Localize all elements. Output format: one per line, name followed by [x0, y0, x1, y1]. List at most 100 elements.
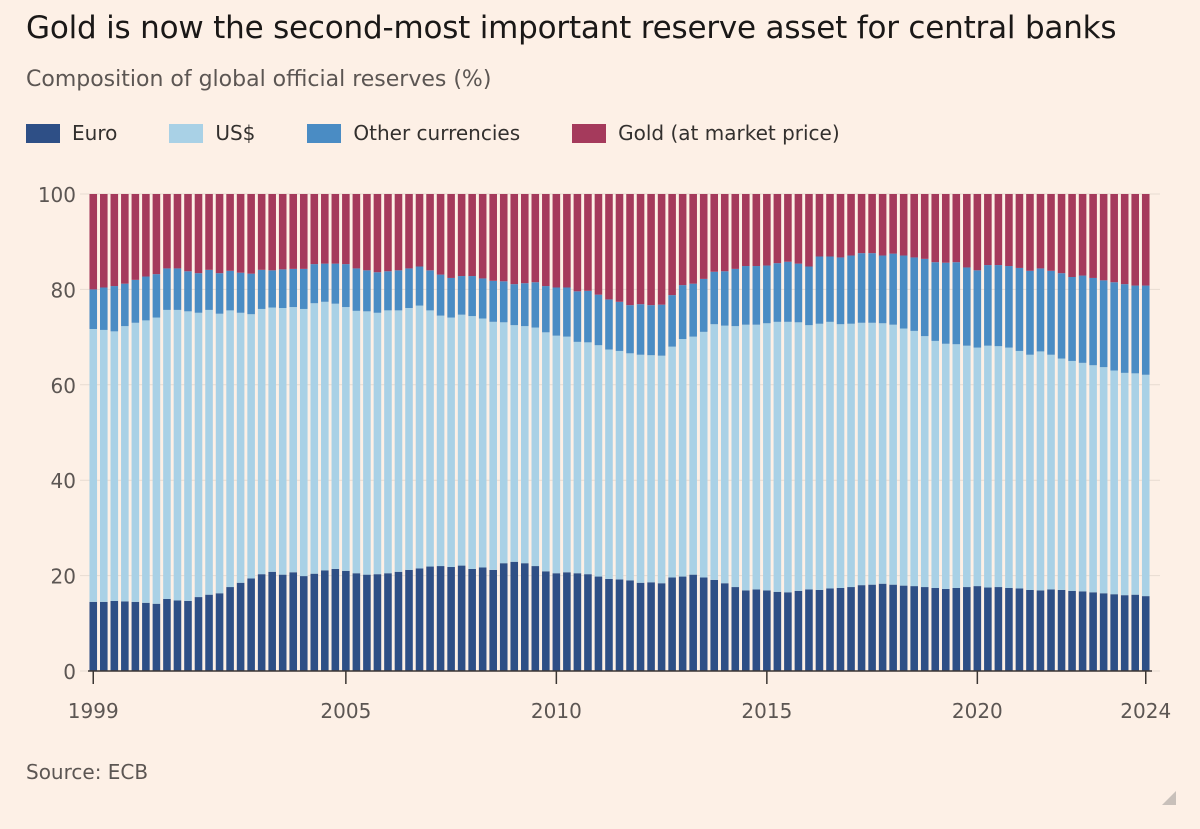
- bar-segment-gold: [131, 194, 140, 280]
- y-tick-label: 80: [51, 278, 76, 302]
- bar-segment-other: [205, 269, 213, 310]
- bar-segment-gold: [584, 194, 592, 291]
- bar-segment-other: [100, 287, 108, 330]
- bar-segment-euro: [363, 574, 371, 671]
- bar-segment-euro: [1068, 590, 1076, 671]
- bar-segment-us: [973, 347, 982, 587]
- bar-segment-us: [352, 310, 361, 574]
- bar-segment-us: [405, 308, 413, 570]
- bar-segment-euro: [405, 569, 413, 671]
- bar-segment-other: [510, 284, 519, 326]
- bar-segment-us: [184, 311, 192, 601]
- bar-segment-us: [531, 327, 540, 567]
- bar-segment-us: [710, 324, 719, 580]
- bar-segment-us: [510, 325, 519, 562]
- bar-segment-us: [636, 354, 645, 583]
- bar-segment-gold: [899, 194, 908, 256]
- bar-segment-gold: [184, 194, 192, 272]
- bar-segment-us: [394, 310, 403, 572]
- bar-segment-other: [215, 273, 224, 314]
- bar-segment-us: [773, 321, 782, 592]
- bar-segment-gold: [226, 194, 234, 271]
- bar-segment-gold: [321, 194, 329, 264]
- bar-segment-gold: [142, 194, 150, 277]
- bar-segment-gold: [542, 194, 550, 287]
- bar-segment-us: [794, 322, 803, 591]
- bar-segment-euro: [531, 566, 540, 671]
- bar-segment-us: [1005, 347, 1013, 588]
- bar-segment-us: [310, 303, 319, 574]
- bar-segment-gold: [194, 194, 203, 274]
- bar-segment-other: [805, 266, 813, 326]
- bar-segment-us: [615, 350, 624, 580]
- bar-segment-other: [1120, 284, 1129, 373]
- bar-segment-gold: [1047, 194, 1055, 271]
- bar-segment-euro: [468, 568, 476, 671]
- bar-segment-us: [89, 328, 98, 602]
- bar-segment-us: [331, 303, 340, 569]
- bar-segment-euro: [289, 572, 298, 671]
- bar-segment-euro: [784, 592, 792, 671]
- bar-segment-us: [963, 345, 971, 588]
- bar-segment-us: [784, 321, 792, 593]
- bar-segment-euro: [1078, 591, 1087, 671]
- bar-segment-gold: [121, 194, 129, 284]
- bar-segment-gold: [331, 194, 340, 264]
- bar-segment-us: [436, 315, 445, 567]
- bar-segment-gold: [552, 194, 561, 288]
- bar-segment-us: [1057, 358, 1066, 590]
- bar-segment-euro: [931, 588, 940, 671]
- bar-segment-euro: [647, 582, 655, 671]
- bar-segment-euro: [636, 582, 645, 671]
- bar-segment-us: [373, 312, 382, 575]
- bar-segment-gold: [763, 194, 771, 266]
- bar-segment-gold: [910, 194, 918, 258]
- bar-segment-other: [257, 269, 266, 309]
- bar-segment-euro: [1026, 589, 1034, 671]
- bar-segment-other: [457, 276, 466, 315]
- bar-segment-other: [647, 305, 655, 356]
- bar-segment-euro: [384, 573, 392, 671]
- bar-segment-us: [889, 324, 897, 585]
- bar-segment-us: [952, 344, 961, 588]
- bar-segment-gold: [636, 194, 645, 305]
- bar-segment-us: [299, 308, 308, 577]
- bar-segment-other: [594, 294, 603, 346]
- bar-segment-other: [226, 270, 234, 311]
- bar-segment-other: [1047, 270, 1055, 355]
- bar-segment-euro: [963, 587, 971, 671]
- bar-segment-other: [1089, 277, 1097, 366]
- bar-segment-us: [363, 311, 371, 575]
- bar-segment-other: [321, 263, 329, 302]
- bar-segment-other: [878, 255, 887, 324]
- bar-segment-us: [1110, 370, 1118, 595]
- bar-segment-euro: [1005, 588, 1013, 671]
- bar-segment-gold: [615, 194, 624, 302]
- resize-handle-icon: [1162, 791, 1176, 805]
- bar-segment-other: [1141, 285, 1150, 375]
- bar-segment-other: [1057, 273, 1066, 359]
- bar-segment-other: [447, 277, 455, 318]
- bar-segment-other: [552, 287, 561, 336]
- bar-segment-other: [605, 299, 613, 350]
- bar-segment-us: [468, 316, 476, 569]
- bar-segment-gold: [110, 194, 119, 287]
- bar-segment-gold: [878, 194, 887, 256]
- bar-segment-other: [394, 270, 403, 311]
- bar-segment-other: [531, 282, 540, 328]
- bar-segment-euro: [352, 573, 361, 671]
- bar-segment-euro: [100, 601, 108, 671]
- bar-segment-us: [257, 308, 266, 575]
- bar-segment-euro: [868, 584, 876, 671]
- bar-segment-gold: [994, 194, 1003, 266]
- legend-label-gold: Gold (at market price): [618, 121, 840, 145]
- bar-segment-us: [941, 343, 950, 589]
- bar-segment-euro: [321, 570, 329, 671]
- bar-segment-gold: [436, 194, 445, 275]
- bar-segment-euro: [394, 571, 403, 671]
- bar-segment-gold: [205, 194, 213, 270]
- legend-label-other-currencies: Other currencies: [353, 121, 521, 145]
- bar-segment-us: [552, 335, 561, 574]
- bar-segment-gold: [605, 194, 613, 300]
- bar-segment-other: [857, 253, 866, 323]
